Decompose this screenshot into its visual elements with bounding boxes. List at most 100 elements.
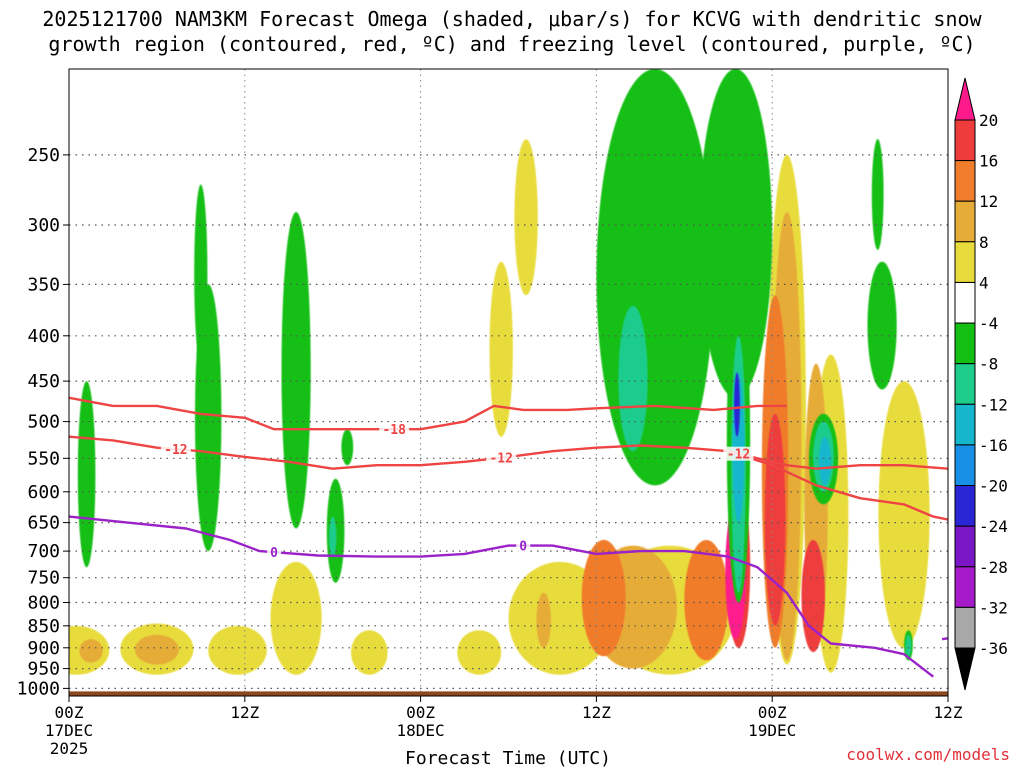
ground-layer bbox=[69, 691, 948, 696]
x-tick-date-0: 17DEC bbox=[45, 721, 93, 740]
omega-region-neg1-45 bbox=[871, 139, 884, 250]
omega-region-neg2-47 bbox=[905, 634, 912, 657]
plot-frame bbox=[68, 68, 949, 697]
y-tick-label-950: 950 bbox=[27, 659, 60, 680]
contour-label-bg bbox=[486, 450, 517, 465]
omega-region-pos3-17 bbox=[581, 539, 626, 657]
contour-label-dgz-upper: -18 bbox=[382, 423, 406, 438]
omega-region-neg1-35 bbox=[699, 69, 773, 398]
colorbar-label-4: 4 bbox=[979, 274, 989, 293]
y-tick-label-700: 700 bbox=[27, 541, 60, 562]
omega-region-pos1-8 bbox=[489, 261, 513, 437]
colorbar-label-2: 12 bbox=[979, 192, 998, 211]
x-tick-label-0: 00Z bbox=[55, 703, 84, 722]
colorbar-label-1: 16 bbox=[979, 152, 998, 171]
colorbar-label-8: -16 bbox=[979, 436, 1008, 455]
contour-freezing-edge bbox=[941, 637, 948, 641]
x-tick-label-48: 00Z bbox=[758, 703, 787, 722]
colorbar-band-7 bbox=[954, 363, 976, 405]
x-tick-label-24: 00Z bbox=[406, 703, 435, 722]
omega-region-pos2-6 bbox=[79, 639, 103, 663]
contour-label-dgz-lower-label2: -12 bbox=[489, 452, 512, 467]
x-tick-date-24: 18DEC bbox=[397, 721, 445, 740]
colorbar-band-12 bbox=[954, 566, 976, 608]
y-tick-label-500: 500 bbox=[27, 412, 60, 433]
colorbar: 20 16 12 8 4 -4 -8 -12 -16 -20 -24 -28 -32 -36 bbox=[954, 77, 1008, 691]
omega-region-neg2-36 bbox=[618, 305, 648, 452]
contour-label-bg bbox=[516, 538, 531, 553]
contour-freezing-level bbox=[69, 515, 935, 678]
colorbar-band-2 bbox=[954, 160, 976, 202]
credit-link[interactable]: coolwx.com/models bbox=[846, 745, 1010, 764]
omega-shading bbox=[69, 69, 930, 675]
x-tick-date-48: 19DEC bbox=[748, 721, 796, 740]
contour-dgz-lower bbox=[69, 435, 948, 470]
colorbar-band-top bbox=[954, 77, 976, 121]
colorbar-label-3: 8 bbox=[979, 233, 989, 252]
y-tick-label-900: 900 bbox=[27, 638, 60, 659]
contour-label-bg bbox=[379, 422, 410, 437]
x-tick-year-0: 2025 bbox=[50, 739, 89, 758]
y-tick-label-750: 750 bbox=[27, 568, 60, 589]
colorbar-label-6: -8 bbox=[979, 355, 998, 374]
omega-region-pos1-3 bbox=[270, 561, 322, 675]
x-tick-label-60: 12Z bbox=[934, 703, 963, 722]
y-axis: 2503003504004505005506006507007508008509… bbox=[17, 145, 69, 699]
y-tick-label-600: 600 bbox=[27, 482, 60, 503]
colorbar-band-3 bbox=[954, 200, 976, 243]
colorbar-label-11: -28 bbox=[979, 558, 1008, 577]
y-tick-label-850: 850 bbox=[27, 616, 60, 637]
contour-dgz-upper bbox=[69, 396, 787, 431]
colorbar-label-9: -20 bbox=[979, 477, 1008, 496]
omega-region-neg1-34 bbox=[596, 69, 714, 486]
omega-region-pos2-15 bbox=[536, 592, 551, 648]
omega-region-neg4-40 bbox=[734, 372, 740, 437]
contour-label-freezing-label2: 0 bbox=[519, 540, 527, 555]
x-tick-label-36: 12Z bbox=[582, 703, 611, 722]
contour-label-dgz-lower-label3: -12 bbox=[727, 448, 750, 463]
omega-region-neg1-27 bbox=[77, 381, 96, 568]
omega-region-pos1-9 bbox=[514, 139, 538, 296]
omega-region-neg2-33 bbox=[329, 516, 337, 557]
contour-label-bg bbox=[267, 545, 282, 560]
omega-region-pos1-7 bbox=[457, 630, 502, 675]
contour-dgz-mid-descend bbox=[727, 450, 948, 521]
colorbar-band-10 bbox=[954, 485, 976, 527]
colorbar-band-13 bbox=[954, 606, 976, 649]
omega-region-neg1-32 bbox=[341, 429, 354, 466]
y-tick-label-550: 550 bbox=[27, 448, 60, 469]
colorbar-band-8 bbox=[954, 403, 976, 446]
colorbar-label-5: -4 bbox=[979, 314, 998, 333]
colorbar-label-7: -12 bbox=[979, 395, 1008, 414]
omega-region-neg1-30 bbox=[281, 212, 311, 529]
colorbar-band-4 bbox=[954, 241, 976, 283]
ground-fill bbox=[69, 691, 948, 696]
colorbar-band-5 bbox=[954, 282, 976, 324]
y-tick-label-650: 650 bbox=[27, 513, 60, 534]
colorbar-band-9 bbox=[954, 444, 976, 486]
omega-region-pos3-18 bbox=[684, 540, 729, 661]
contour-label-dgz-lower: -12 bbox=[164, 443, 187, 458]
chart-title-line-1: 2025121700 NAM3KM Forecast Omega (shaded… bbox=[42, 7, 982, 31]
omega-region-pos2-5 bbox=[134, 634, 179, 665]
x-axis-label: Forecast Time (UTC) bbox=[405, 748, 611, 768]
omega-region-neg1-29 bbox=[195, 284, 222, 552]
contour-label-freezing-level: 0 bbox=[270, 546, 278, 561]
colorbar-band-11 bbox=[954, 525, 976, 568]
omega-region-pos1-14 bbox=[878, 381, 930, 648]
colorbar-band-bottom bbox=[954, 647, 976, 691]
omega-region-pos4-22 bbox=[764, 413, 786, 626]
colorbar-label-10: -24 bbox=[979, 517, 1008, 536]
chart-title-line-2: growth region (contoured, red, ºC) and f… bbox=[48, 32, 976, 56]
colorbar-label-12: -32 bbox=[979, 598, 1008, 617]
y-tick-label-300: 300 bbox=[27, 215, 60, 236]
omega-region-neg1-44 bbox=[867, 261, 897, 390]
y-tick-label-800: 800 bbox=[27, 593, 60, 614]
omega-region-pos1-4 bbox=[351, 630, 388, 675]
colorbar-label-0: 20 bbox=[979, 111, 998, 130]
x-tick-label-12: 12Z bbox=[230, 703, 259, 722]
y-tick-label-400: 400 bbox=[27, 326, 60, 347]
y-tick-label-450: 450 bbox=[27, 371, 60, 392]
